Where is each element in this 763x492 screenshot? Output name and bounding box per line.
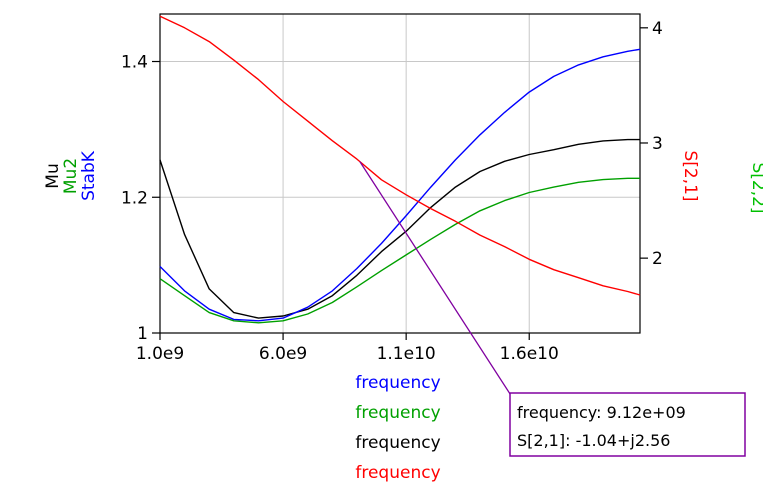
right-tick-label: 3: [652, 134, 663, 154]
right-tick-label: 4: [652, 19, 663, 39]
series-line-stabk: [159, 48, 641, 322]
left-tick-label: 1: [137, 324, 148, 344]
right-axis-ticks: 2 3 4: [640, 19, 663, 269]
right-axis-label-s21: S[2,1]: [680, 150, 700, 201]
x-tick-label: 1.1e10: [377, 344, 436, 364]
left-axis-label-stabk: StabK: [79, 150, 99, 201]
x-axis-ticks: 1.0e9 6.0e9 1.1e10 1.6e10: [136, 333, 559, 364]
plot-area-frame: [159, 13, 641, 334]
x-axis-label-blue: frequency: [355, 373, 440, 393]
data-lines: [159, 15, 641, 324]
series-line-mu2: [159, 177, 640, 324]
x-tick-label: 6.0e9: [259, 344, 307, 364]
marker-readout-box: [509, 392, 746, 457]
marker-leader-line: [359, 161, 513, 398]
grid-lines: [160, 14, 640, 333]
x-tick-label: 1.6e10: [500, 344, 559, 364]
series-line-mu: [159, 138, 640, 319]
series-line-s-2-1: [159, 15, 641, 296]
x-axis-label-red: frequency: [355, 463, 440, 483]
left-axis-label-mu: Mu: [43, 163, 63, 188]
x-axis-label-black: frequency: [355, 433, 440, 453]
x-tick-label: 1.0e9: [136, 344, 184, 364]
left-axis-ticks: 1 1.2 1.4: [121, 53, 160, 344]
right-tick-label: 2: [652, 249, 663, 269]
marker-readout-value: S[2,1]: -1.04+j2.56: [517, 431, 670, 450]
right-axis-label-s22: S[2,2]: [748, 162, 763, 213]
left-tick-label: 1.4: [121, 53, 148, 73]
marker-readout-frequency: frequency: 9.12e+09: [517, 403, 686, 422]
x-axis-label-green: frequency: [355, 403, 440, 423]
left-tick-label: 1.2: [121, 188, 148, 208]
left-axis-label-mu2: Mu2: [61, 158, 81, 194]
